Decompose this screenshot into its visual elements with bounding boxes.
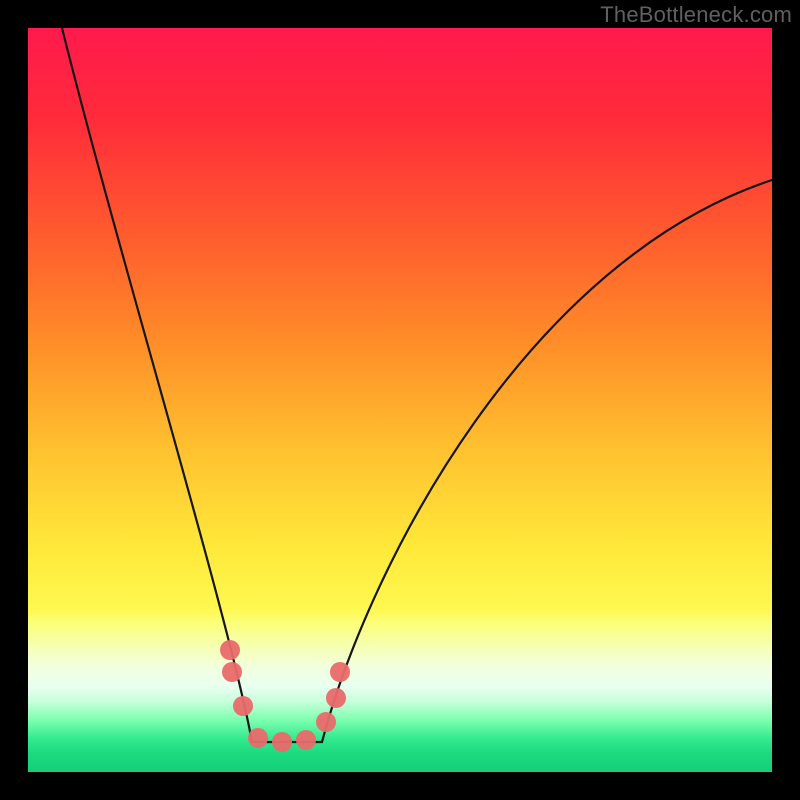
data-point xyxy=(296,730,316,750)
data-point xyxy=(233,696,253,716)
data-point xyxy=(330,662,350,682)
data-point xyxy=(248,728,268,748)
plot-background xyxy=(28,28,772,772)
data-point xyxy=(272,732,292,752)
data-point xyxy=(316,712,336,732)
data-point xyxy=(222,662,242,682)
chart-wrapper: TheBottleneck.com xyxy=(0,0,800,800)
bottleneck-chart xyxy=(0,0,800,800)
data-point xyxy=(326,688,346,708)
watermark-text: TheBottleneck.com xyxy=(600,2,792,28)
data-point xyxy=(220,640,240,660)
